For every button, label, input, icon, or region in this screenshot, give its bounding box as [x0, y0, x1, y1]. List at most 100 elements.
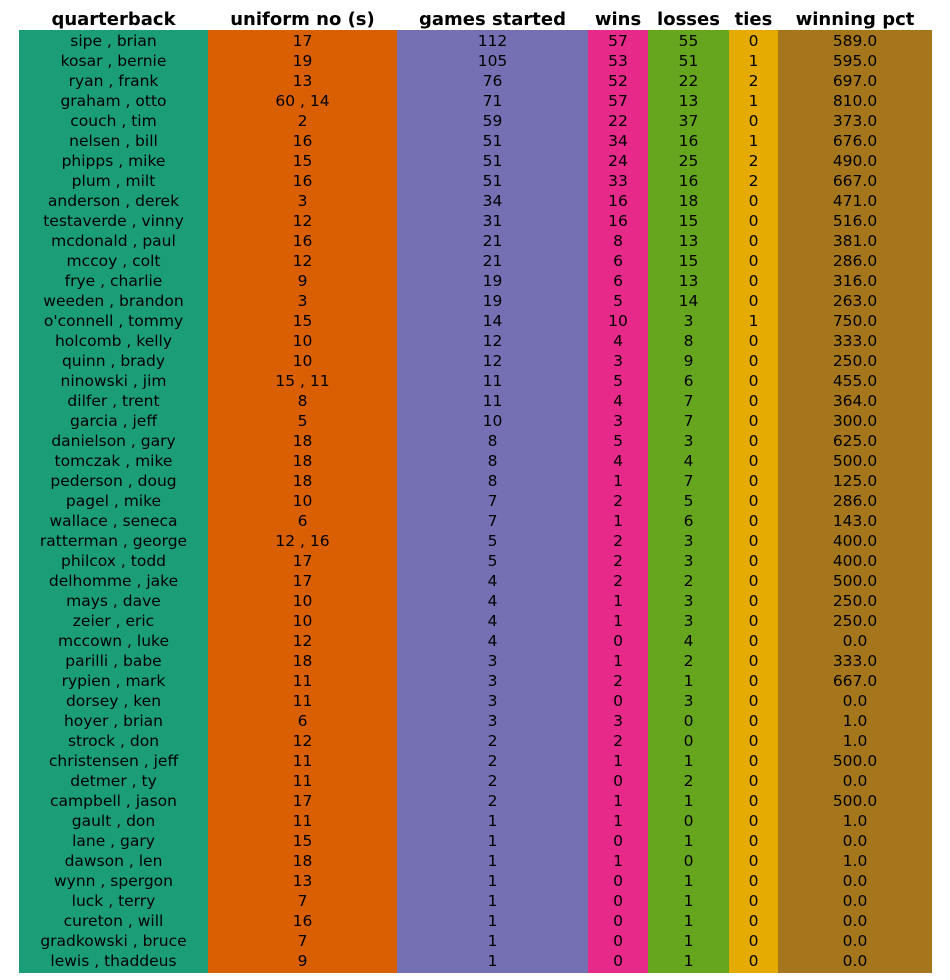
table-row: philcox , todd 17 5 2 3 0 400.0	[19, 551, 932, 571]
cell-ties: 0	[729, 511, 778, 531]
cell-losses: 5	[648, 491, 729, 511]
cell-uniform-no: 12	[208, 631, 397, 651]
cell-uniform-no: 12 , 16	[208, 531, 397, 551]
band-cell	[778, 971, 932, 973]
cell-losses: 16	[648, 171, 729, 191]
cell-ties: 0	[729, 371, 778, 391]
cell-games-started: 4	[397, 611, 588, 631]
cell-quarterback: lane , gary	[19, 831, 208, 851]
cell-quarterback: ninowski , jim	[19, 371, 208, 391]
cell-uniform-no: 5	[208, 411, 397, 431]
cell-uniform-no: 16	[208, 171, 397, 191]
cell-quarterback: strock , don	[19, 731, 208, 751]
cell-quarterback: o'connell , tommy	[19, 311, 208, 331]
band-cell	[729, 30, 778, 31]
cell-winning-pct: 373.0	[778, 111, 932, 131]
cell-games-started: 1	[397, 811, 588, 831]
cell-losses: 4	[648, 631, 729, 651]
table-row: testaverde , vinny 12 31 16 15 0 516.0	[19, 211, 932, 231]
header-row: quarterback uniform no (s) games started…	[19, 8, 932, 30]
cell-quarterback: hoyer , brian	[19, 711, 208, 731]
cell-ties: 0	[729, 251, 778, 271]
cell-uniform-no: 11	[208, 811, 397, 831]
cell-ties: 0	[729, 531, 778, 551]
table-row: wallace , seneca 6 7 1 6 0 143.0	[19, 511, 932, 531]
cell-uniform-no: 6	[208, 511, 397, 531]
table-row: garcia , jeff 5 10 3 7 0 300.0	[19, 411, 932, 431]
cell-uniform-no: 2	[208, 111, 397, 131]
cell-losses: 1	[648, 751, 729, 771]
cell-games-started: 19	[397, 271, 588, 291]
cell-uniform-no: 12	[208, 211, 397, 231]
cell-games-started: 51	[397, 131, 588, 151]
cell-quarterback: parilli , babe	[19, 651, 208, 671]
cell-wins: 0	[588, 931, 648, 951]
cell-uniform-no: 15	[208, 311, 397, 331]
cell-losses: 22	[648, 71, 729, 91]
cell-games-started: 3	[397, 651, 588, 671]
cell-winning-pct: 1.0	[778, 851, 932, 871]
cell-losses: 15	[648, 211, 729, 231]
cell-losses: 4	[648, 451, 729, 471]
cell-winning-pct: 500.0	[778, 451, 932, 471]
cell-wins: 0	[588, 891, 648, 911]
cell-ties: 0	[729, 351, 778, 371]
cell-wins: 3	[588, 411, 648, 431]
cell-winning-pct: 667.0	[778, 671, 932, 691]
cell-uniform-no: 8	[208, 391, 397, 411]
cell-quarterback: cureton , will	[19, 911, 208, 931]
cell-quarterback: couch , tim	[19, 111, 208, 131]
cell-games-started: 19	[397, 291, 588, 311]
cell-quarterback: gault , don	[19, 811, 208, 831]
cell-uniform-no: 17	[208, 31, 397, 51]
table-row: couch , tim 2 59 22 37 0 373.0	[19, 111, 932, 131]
table-row: nelsen , bill 16 51 34 16 1 676.0	[19, 131, 932, 151]
table-row: o'connell , tommy 15 14 10 3 1 750.0	[19, 311, 932, 331]
cell-winning-pct: 263.0	[778, 291, 932, 311]
cell-uniform-no: 18	[208, 431, 397, 451]
cell-uniform-no: 18	[208, 451, 397, 471]
cell-wins: 0	[588, 831, 648, 851]
cell-winning-pct: 471.0	[778, 191, 932, 211]
table-row: rypien , mark 11 3 2 1 0 667.0	[19, 671, 932, 691]
cell-wins: 3	[588, 711, 648, 731]
cell-uniform-no: 16	[208, 131, 397, 151]
cell-ties: 0	[729, 551, 778, 571]
cell-uniform-no: 9	[208, 271, 397, 291]
table-row: sipe , brian 17 112 57 55 0 589.0	[19, 31, 932, 51]
cell-games-started: 1	[397, 851, 588, 871]
table-row: mccoy , colt 12 21 6 15 0 286.0	[19, 251, 932, 271]
cell-losses: 7	[648, 471, 729, 491]
cell-games-started: 12	[397, 331, 588, 351]
column-header-losses: losses	[648, 8, 729, 30]
cell-ties: 0	[729, 631, 778, 651]
cell-winning-pct: 300.0	[778, 411, 932, 431]
cell-wins: 0	[588, 691, 648, 711]
cell-wins: 1	[588, 591, 648, 611]
table-row: tomczak , mike 18 8 4 4 0 500.0	[19, 451, 932, 471]
column-header-ties: ties	[729, 8, 778, 30]
cell-uniform-no: 60 , 14	[208, 91, 397, 111]
cell-uniform-no: 11	[208, 751, 397, 771]
cell-wins: 1	[588, 511, 648, 531]
cell-uniform-no: 19	[208, 51, 397, 71]
cell-wins: 0	[588, 951, 648, 971]
cell-quarterback: ratterman , george	[19, 531, 208, 551]
cell-winning-pct: 676.0	[778, 131, 932, 151]
cell-uniform-no: 10	[208, 611, 397, 631]
cell-ties: 0	[729, 851, 778, 871]
cell-games-started: 1	[397, 911, 588, 931]
cell-wins: 57	[588, 31, 648, 51]
cell-wins: 1	[588, 751, 648, 771]
cell-wins: 4	[588, 331, 648, 351]
cell-winning-pct: 1.0	[778, 731, 932, 751]
cell-wins: 2	[588, 531, 648, 551]
table-row: delhomme , jake 17 4 2 2 0 500.0	[19, 571, 932, 591]
cell-winning-pct: 143.0	[778, 511, 932, 531]
column-header-quarterback: quarterback	[19, 8, 208, 30]
table-row: lane , gary 15 1 0 1 0 0.0	[19, 831, 932, 851]
cell-games-started: 8	[397, 451, 588, 471]
cell-losses: 16	[648, 131, 729, 151]
cell-winning-pct: 0.0	[778, 771, 932, 791]
cell-ties: 2	[729, 151, 778, 171]
